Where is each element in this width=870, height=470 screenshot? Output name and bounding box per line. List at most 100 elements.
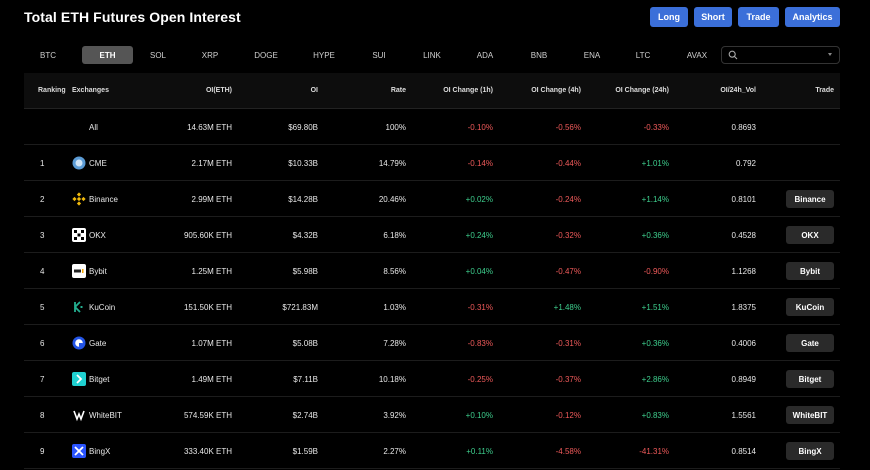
cell-oi-24h-vol: 0.8949 (731, 375, 756, 384)
table-row: All 14.63M ETH $69.80B 100% -0.10% -0.56% -0.3… (24, 109, 840, 145)
cell-rank: 7 (40, 375, 45, 384)
cell-oi-eth: 2.99M ETH (191, 195, 232, 204)
cell-oi-change-4h: -0.44% (555, 159, 581, 168)
long-button[interactable]: Long (650, 7, 688, 27)
cell-oi: $2.74B (292, 411, 318, 420)
tab-link[interactable]: LINK (423, 50, 441, 60)
table-row: 5 KuCoin 151.50K ETH $721.83M 1.03% -0.31% +1.… (24, 289, 840, 325)
cell-oi: $69.80B (288, 123, 318, 132)
trade-bybit-button[interactable]: Bybit (786, 262, 834, 280)
short-button[interactable]: Short (694, 7, 732, 27)
tab-btc[interactable]: BTC (40, 50, 56, 60)
tab-ltc[interactable]: LTC (635, 50, 651, 60)
cell-oi: $14.28B (288, 195, 318, 204)
cell-exchange[interactable]: WhiteBIT (89, 411, 122, 420)
col-rate: Rate (390, 87, 406, 94)
col-oi-eth: OI(ETH) (205, 87, 232, 94)
cell-oi-24h-vol: 0.8101 (731, 195, 756, 204)
cell-oi-change-24h: -0.33% (643, 123, 669, 132)
cell-oi-change-4h: -0.32% (555, 231, 581, 240)
cell-rank: 5 (40, 303, 45, 312)
cell-oi-change-4h: -0.24% (555, 195, 581, 204)
col-oi-change-1h: OI Change (1h) (443, 87, 493, 94)
cell-oi: $7.11B (293, 375, 318, 384)
table-header: Ranking Exchanges OI(ETH) OI Rate OI Cha… (24, 73, 840, 109)
cell-rate: 6.18% (383, 231, 406, 240)
trade-bitget-button[interactable]: Bitget (786, 370, 834, 388)
tab-hype[interactable]: HYPE (313, 50, 335, 60)
cell-oi-change-1h: -0.25% (467, 375, 493, 384)
trade-kucoin-button[interactable]: KuCoin (786, 298, 834, 316)
bingx-icon (72, 444, 86, 458)
tab-ada[interactable]: ADA (476, 50, 494, 60)
cell-oi-change-4h: +1.48% (553, 303, 581, 312)
page-header: Total ETH Futures Open Interest Long Sho… (0, 0, 870, 36)
cell-rate: 3.92% (383, 411, 406, 420)
cell-oi: $1.59B (292, 447, 318, 456)
cell-rate: 20.46% (378, 195, 406, 204)
cell-rate: 7.28% (383, 339, 406, 348)
cell-exchange[interactable]: Gate (89, 339, 107, 348)
cell-oi-24h-vol: 1.8375 (731, 303, 756, 312)
open-interest-table: Ranking Exchanges OI(ETH) OI Rate OI Cha… (24, 73, 840, 469)
tab-ena[interactable]: ENA (583, 50, 601, 60)
cell-oi-eth: 151.50K ETH (183, 303, 232, 312)
cell-exchange[interactable]: OKX (89, 231, 106, 240)
cell-exchange[interactable]: Binance (89, 195, 118, 204)
cell-rank: 1 (40, 159, 45, 168)
exchange-search-select[interactable] (721, 46, 840, 64)
table-row: 9 BingX 333.40K ETH $1.59B 2.27% +0.11% -4.58%… (24, 433, 840, 469)
trade-binance-button[interactable]: Binance (786, 190, 834, 208)
cell-oi-24h-vol: 0.792 (735, 159, 756, 168)
tab-doge[interactable]: DOGE (254, 50, 278, 60)
trade-okx-button[interactable]: OKX (786, 226, 834, 244)
cell-oi-change-4h: -0.56% (555, 123, 581, 132)
table-row: 1 CME 2.17M ETH $10.33B 14.79% -0.14% -0.44% +1… (24, 145, 840, 181)
tab-xrp[interactable]: XRP (201, 50, 219, 60)
cell-oi-change-1h: -0.10% (467, 123, 493, 132)
tab-sui[interactable]: SUI (372, 50, 386, 60)
cell-oi-24h-vol: 0.4006 (731, 339, 756, 348)
cell-rank: 4 (40, 267, 45, 276)
cell-oi-change-4h: -4.58% (555, 447, 581, 456)
table-row: 2 Binance 2.99M ETH $14.28B 20.46% +0.02% -0.2… (24, 181, 840, 217)
table-row: 6 Gate 1.07M ETH $5.08B 7.28% -0.83% -0.31% +0.… (24, 325, 840, 361)
cell-oi: $721.83M (282, 303, 318, 312)
cell-exchange[interactable]: BingX (89, 447, 111, 456)
cell-exchange[interactable]: CME (89, 159, 107, 168)
trade-bingx-button[interactable]: BingX (786, 442, 834, 460)
table-body: All 14.63M ETH $69.80B 100% -0.10% -0.56% -0.3… (24, 109, 840, 469)
tab-sol[interactable]: SOL (149, 50, 166, 60)
analytics-button[interactable]: Analytics (785, 7, 840, 27)
col-ranking: Ranking (38, 87, 66, 94)
cell-oi: $10.33B (288, 159, 318, 168)
table-row: 7 Bitget 1.49M ETH $7.11B 10.18% -0.25% -0.37%… (24, 361, 840, 397)
col-oi: OI (310, 87, 318, 94)
cell-oi: $5.08B (292, 339, 318, 348)
trade-button[interactable]: Trade (738, 7, 779, 27)
cell-exchange[interactable]: Bitget (89, 375, 110, 384)
cell-oi-eth: 574.59K ETH (183, 411, 232, 420)
cell-oi-change-24h: +0.83% (641, 411, 669, 420)
trade-whitebit-button[interactable]: WhiteBIT (786, 406, 834, 424)
cell-exchange[interactable]: Bybit (89, 267, 107, 276)
col-oi-change-24h: OI Change (24h) (615, 87, 669, 94)
tab-bnb[interactable]: BNB (530, 50, 548, 60)
tab-avax[interactable]: AVAX (686, 50, 708, 60)
cell-oi-change-1h: +0.04% (465, 267, 493, 276)
cell-rate: 100% (385, 123, 406, 132)
cell-oi-change-4h: -0.37% (555, 375, 581, 384)
cell-exchange: All (89, 123, 98, 132)
cell-oi-change-24h: +0.36% (641, 231, 669, 240)
tab-eth[interactable]: ETH (82, 46, 133, 64)
trade-gate-button[interactable]: Gate (786, 334, 834, 352)
cell-oi-change-4h: -0.47% (555, 267, 581, 276)
cell-oi-eth: 1.49M ETH (191, 375, 232, 384)
cell-exchange[interactable]: KuCoin (89, 303, 116, 312)
cell-oi: $5.98B (292, 267, 318, 276)
cell-rate: 1.03% (383, 303, 406, 312)
col-trade: Trade (815, 87, 834, 94)
table-row: 3 OKX 905.60K ETH $4.32B 6.18% +0.24% -0.32% +0… (24, 217, 840, 253)
whitebit-icon (72, 408, 86, 422)
cell-oi-24h-vol: 0.8514 (731, 447, 756, 456)
